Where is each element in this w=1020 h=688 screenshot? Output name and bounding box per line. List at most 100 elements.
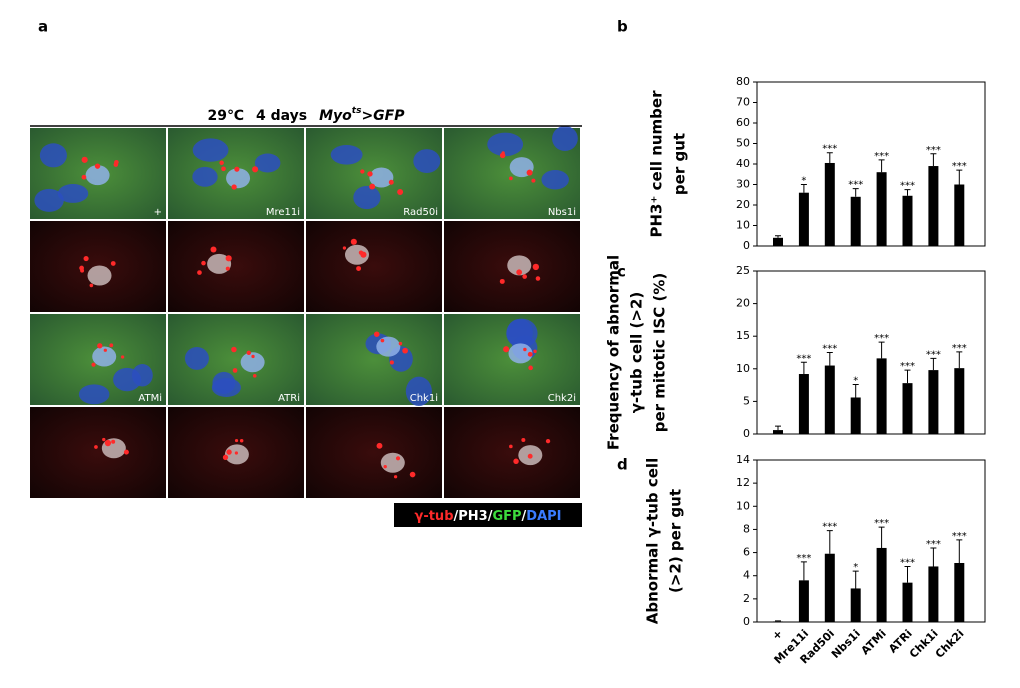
centrosome: [239, 439, 244, 443]
y-axis-label: (>2) per gut: [667, 489, 685, 593]
y-axis-label: per gut: [671, 133, 689, 195]
legend-box: [394, 503, 582, 527]
bar: [902, 383, 913, 434]
error-bar: [930, 153, 937, 167]
significance-label: ***: [822, 144, 837, 155]
centrosome: [251, 354, 255, 359]
bar: [902, 582, 913, 622]
bar: [824, 162, 835, 246]
error-bar: [852, 188, 859, 197]
significance-label: ***: [926, 539, 941, 550]
y-tick-label: 0: [743, 239, 750, 252]
x-tick-label: Chk2i: [933, 627, 967, 661]
centrosome: [234, 166, 240, 172]
y-tick-label: 0: [743, 427, 750, 440]
centrosome: [367, 171, 373, 177]
centrosome: [81, 156, 88, 163]
centrosome: [123, 449, 129, 455]
legend: γ-tub/PH3/GFP/DAPI: [414, 509, 561, 524]
centrosome: [528, 365, 533, 371]
centrosome: [231, 346, 237, 353]
bar: [954, 368, 965, 434]
centrosome: [232, 368, 238, 373]
nucleus: [192, 138, 229, 162]
y-tick-label: 2: [743, 592, 750, 605]
centrosome: [545, 438, 551, 444]
nucleus: [39, 143, 67, 168]
centrosome: [373, 331, 380, 337]
centrosome: [226, 449, 232, 455]
y-tick-label: 30: [736, 178, 750, 191]
title-part: >GFP: [361, 108, 405, 124]
bar: [850, 196, 861, 246]
centrosome: [513, 458, 519, 465]
micrograph: [30, 407, 166, 498]
panel-label: c: [617, 263, 626, 281]
significance-label: ***: [822, 344, 837, 355]
image-label: Rad50i: [403, 207, 438, 218]
micrographs: + Mre11i Rad50i Nbs1i ATMi ATRi Chk1i Chk2i: [30, 125, 580, 498]
nucleus: [78, 384, 110, 405]
legend-entry: GFP: [492, 509, 521, 524]
nucleus: [330, 145, 363, 165]
centrosome: [225, 255, 232, 262]
micrograph: [306, 407, 442, 498]
centrosome: [234, 451, 238, 455]
centrosome: [395, 456, 401, 461]
significance-label: ***: [848, 180, 863, 191]
chromatin: [226, 168, 251, 189]
centrosome: [89, 283, 94, 288]
nucleus: [353, 185, 381, 210]
y-tick-label: 6: [743, 546, 750, 559]
centrosome: [97, 343, 103, 349]
centrosome: [219, 160, 224, 166]
centrosome: [104, 439, 112, 447]
chromatin: [508, 343, 533, 364]
centrosome: [120, 355, 125, 359]
error-bar: [826, 530, 833, 554]
centrosome: [397, 189, 404, 195]
error-bar: [775, 620, 781, 622]
nucleus: [34, 188, 64, 212]
centrosome: [83, 255, 89, 262]
bar: [773, 430, 783, 434]
y-axis-label: PH3⁺ cell number: [648, 90, 666, 238]
chromatin: [344, 244, 369, 265]
significance-label: ***: [900, 557, 915, 568]
centrosome: [527, 351, 533, 357]
image-label: Chk2i: [548, 393, 576, 404]
panel-label: d: [617, 456, 628, 474]
title-part: 29℃: [208, 108, 244, 124]
legend-entry: /PH3/: [454, 509, 493, 524]
centrosome: [516, 269, 523, 276]
centrosome: [231, 184, 237, 190]
centrosome: [252, 374, 257, 378]
error-bar: [800, 184, 807, 193]
centrosome: [533, 349, 537, 354]
centrosome: [509, 176, 513, 181]
centrosome: [197, 270, 202, 275]
centrosome: [222, 454, 229, 460]
significance-label: ***: [952, 531, 967, 542]
centrosome: [210, 246, 217, 253]
y-tick-label: 5: [743, 394, 750, 407]
significance-label: ***: [952, 343, 967, 354]
title-part: 4 days: [256, 108, 307, 124]
nucleus: [405, 376, 432, 406]
y-tick-label: 10: [736, 219, 750, 232]
panel-label: a: [38, 18, 48, 36]
centrosome: [531, 178, 536, 183]
error-bar: [878, 341, 885, 359]
centrosome: [356, 266, 362, 271]
error-bar: [878, 526, 885, 548]
centrosome: [522, 274, 527, 279]
legend-entry: γ-tub: [414, 509, 453, 524]
centrosome: [521, 438, 526, 443]
significance-label: ***: [900, 181, 915, 192]
bar: [902, 195, 913, 246]
y-tick-label: 50: [736, 137, 750, 150]
centrosome: [110, 261, 116, 266]
centrosome: [113, 162, 119, 167]
image-label: Nbs1i: [548, 207, 576, 218]
